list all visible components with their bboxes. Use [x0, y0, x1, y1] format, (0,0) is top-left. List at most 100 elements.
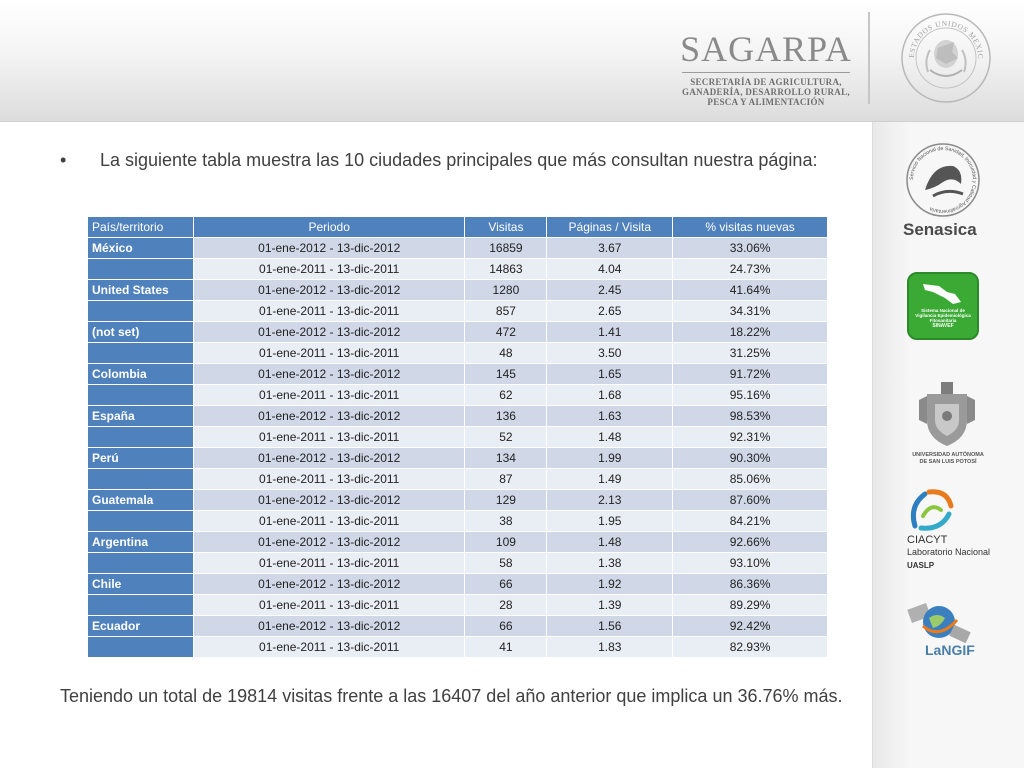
bullet-marker: • [60, 150, 67, 170]
sinavef-line-2: Vigilancia Epidemiológica [915, 313, 971, 318]
table-header-row: País/territorio Periodo Visitas Páginas … [87, 216, 828, 238]
cell-period: 01-ene-2011 - 13-dic-2011 [192, 300, 466, 322]
cell-pages-per-visit: 2.65 [546, 300, 674, 322]
cell-country: Chile [87, 573, 194, 595]
cell-new-visits: 91.72% [672, 363, 828, 385]
cell-pages-per-visit: 1.56 [546, 615, 674, 637]
table-row: 01-ene-2011 - 13-dic-2011 28 1.39 89.29% [87, 594, 828, 616]
cell-period: 01-ene-2012 - 13-dic-2012 [192, 531, 466, 553]
cell-visits: 857 [464, 300, 548, 322]
cell-period: 01-ene-2011 - 13-dic-2011 [192, 468, 466, 490]
sinavef-name: SINAVEF [932, 323, 954, 329]
cell-new-visits: 95.16% [672, 384, 828, 406]
cell-new-visits: 86.36% [672, 573, 828, 595]
cell-new-visits: 90.30% [672, 447, 828, 469]
cell-period: 01-ene-2012 - 13-dic-2012 [192, 489, 466, 511]
cell-pages-per-visit: 1.39 [546, 594, 674, 616]
table-row: 01-ene-2011 - 13-dic-2011 58 1.38 93.10% [87, 552, 828, 574]
sinavef-line-1: Sistema Nacional de [921, 308, 965, 313]
langif-logo-icon [907, 603, 971, 644]
cell-new-visits: 41.64% [672, 279, 828, 301]
table-row: 01-ene-2011 - 13-dic-2011 62 1.68 95.16% [87, 384, 828, 406]
table-row: España 01-ene-2012 - 13-dic-2012 136 1.63 98… [87, 405, 828, 427]
cell-pages-per-visit: 1.68 [546, 384, 674, 406]
uaslp-crest-icon [919, 382, 975, 446]
cell-country: España [87, 405, 194, 427]
cell-country [87, 258, 194, 280]
sagarpa-subtitle-line-3: PESCA Y ALIMENTACIÓN [707, 97, 825, 107]
ciacyt-text: CIACYT Laboratorio Nacional UASLP [907, 534, 990, 572]
cell-country [87, 468, 194, 490]
cell-new-visits: 92.42% [672, 615, 828, 637]
cell-new-visits: 89.29% [672, 594, 828, 616]
cell-pages-per-visit: 1.95 [546, 510, 674, 532]
table-row: 01-ene-2011 - 13-dic-2011 48 3.50 31.25% [87, 342, 828, 364]
cell-period: 01-ene-2012 - 13-dic-2012 [192, 405, 466, 427]
table-row: Guatemala 01-ene-2012 - 13-dic-2012 129 2.1… [87, 489, 828, 511]
table-body: México 01-ene-2012 - 13-dic-2012 16859 3.67… [87, 237, 828, 658]
cell-period: 01-ene-2011 - 13-dic-2011 [192, 510, 466, 532]
table-row: United States 01-ene-2012 - 13-dic-2012 12… [87, 279, 828, 301]
cell-pages-per-visit: 4.04 [546, 258, 674, 280]
ciacyt-line-2: Laboratorio Nacional [907, 547, 991, 557]
cell-country: Guatemala [87, 489, 194, 511]
header-new-visits: % visitas nuevas [672, 216, 828, 238]
cell-pages-per-visit: 1.63 [546, 405, 674, 427]
cell-period: 01-ene-2012 - 13-dic-2012 [192, 447, 466, 469]
cell-visits: 41 [464, 636, 548, 658]
cell-new-visits: 85.06% [672, 468, 828, 490]
cell-period: 01-ene-2012 - 13-dic-2012 [192, 279, 466, 301]
header-period: Periodo [192, 216, 466, 238]
cell-new-visits: 84.21% [672, 510, 828, 532]
ciacyt-logo-icon [910, 489, 954, 531]
uaslp-line-2: DE SAN LUIS POTOSÍ [919, 459, 977, 465]
cell-new-visits: 18.22% [672, 321, 828, 343]
ciacyt-line-3: UASLP [907, 561, 935, 570]
cell-pages-per-visit: 1.49 [546, 468, 674, 490]
cell-pages-per-visit: 1.48 [546, 531, 674, 553]
cell-country [87, 636, 194, 658]
table-row: 01-ene-2011 - 13-dic-2011 87 1.49 85.06% [87, 468, 828, 490]
summary-text: Teniendo un total de 19814 visitas frent… [60, 686, 843, 706]
ciacyt-line-1: CIACYT [907, 534, 948, 546]
cell-pages-per-visit: 3.50 [546, 342, 674, 364]
table-row: Argentina 01-ene-2012 - 13-dic-2012 109 1.4… [87, 531, 828, 553]
cell-visits: 58 [464, 552, 548, 574]
table-row: México 01-ene-2012 - 13-dic-2012 16859 3.67… [87, 237, 828, 259]
cell-country [87, 510, 194, 532]
cell-country [87, 552, 194, 574]
cell-country: Argentina [87, 531, 194, 553]
cell-country: Ecuador [87, 615, 194, 637]
cell-period: 01-ene-2012 - 13-dic-2012 [192, 615, 466, 637]
cell-visits: 14863 [464, 258, 548, 280]
cell-period: 01-ene-2011 - 13-dic-2011 [192, 342, 466, 364]
table-row: Perú 01-ene-2012 - 13-dic-2012 134 1.99 90.3… [87, 447, 828, 469]
cell-pages-per-visit: 1.38 [546, 552, 674, 574]
cell-period: 01-ene-2011 - 13-dic-2011 [192, 384, 466, 406]
top-cities-table: País/territorio Periodo Visitas Páginas … [87, 216, 828, 658]
sagarpa-subtitle: SECRETARÍA DE AGRICULTURA, GANADERÍA, DE… [676, 77, 856, 107]
cell-country: Colombia [87, 363, 194, 385]
langif-name: LaNGIF [925, 642, 975, 658]
table-row: Colombia 01-ene-2012 - 13-dic-2012 145 1.65… [87, 363, 828, 385]
logo-sidebar: Servicio Nacional de Sanidad, Inocuidad … [872, 122, 1024, 768]
cell-new-visits: 34.31% [672, 300, 828, 322]
cell-period: 01-ene-2011 - 13-dic-2011 [192, 258, 466, 280]
cell-period: 01-ene-2011 - 13-dic-2011 [192, 636, 466, 658]
cell-pages-per-visit: 1.41 [546, 321, 674, 343]
cell-visits: 87 [464, 468, 548, 490]
cell-country [87, 300, 194, 322]
cell-visits: 109 [464, 531, 548, 553]
cell-pages-per-visit: 2.13 [546, 489, 674, 511]
cell-pages-per-visit: 2.45 [546, 279, 674, 301]
sinavef-line-3: Fitosanitaria [929, 318, 957, 323]
mexico-map-icon [923, 284, 961, 304]
cell-country: México [87, 237, 194, 259]
table-row: 01-ene-2011 - 13-dic-2011 41 1.83 82.93% [87, 636, 828, 658]
uaslp-name: UNIVERSIDAD AUTÓNOMA DE SAN LUIS POTOSÍ [893, 452, 1003, 466]
cell-new-visits: 92.66% [672, 531, 828, 553]
cell-period: 01-ene-2012 - 13-dic-2012 [192, 573, 466, 595]
cell-period: 01-ene-2011 - 13-dic-2011 [192, 426, 466, 448]
sagarpa-subtitle-line-1: SECRETARÍA DE AGRICULTURA, [690, 77, 842, 87]
cell-pages-per-visit: 1.48 [546, 426, 674, 448]
